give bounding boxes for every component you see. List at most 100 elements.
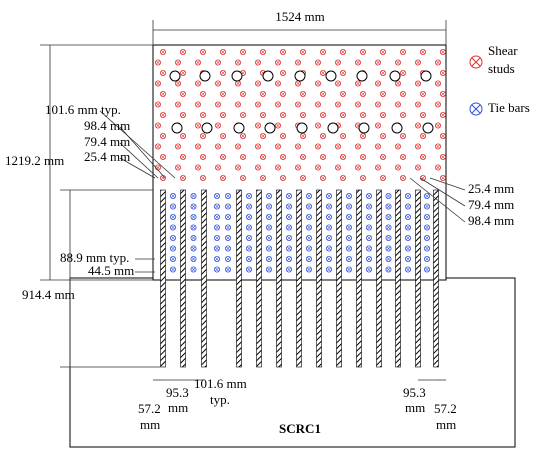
stud-cross (160, 133, 166, 139)
stud-cross (306, 256, 312, 262)
stud (194, 80, 201, 87)
dimension-label: 57.2 (138, 401, 161, 416)
stud (414, 80, 421, 87)
stud-cross (225, 225, 231, 230)
stud (434, 59, 441, 66)
stud (245, 224, 252, 231)
stud (365, 192, 372, 199)
stud (224, 245, 231, 252)
stud (219, 70, 226, 77)
stud (423, 245, 430, 252)
stud-cross (420, 112, 426, 118)
stud-cross (366, 235, 372, 241)
stud (345, 203, 352, 210)
stud-cross (440, 154, 446, 160)
stud-cross (355, 60, 361, 65)
stud-cross (275, 144, 281, 149)
stud-cross (366, 204, 372, 209)
stud (359, 91, 366, 98)
stud (399, 91, 406, 98)
stud (239, 153, 246, 160)
opening (391, 122, 403, 134)
stud (394, 143, 401, 150)
stud (285, 224, 292, 231)
stud (385, 192, 392, 199)
stud (219, 49, 226, 56)
stud-cross (170, 204, 176, 209)
stud (265, 234, 272, 241)
stud (159, 112, 166, 119)
dimension-label: 95.3 (403, 385, 426, 400)
stud-cross (340, 175, 346, 181)
tie-bar (433, 189, 439, 368)
stud (314, 122, 321, 129)
stud (359, 49, 366, 56)
stud-cross (424, 214, 430, 220)
dimension-label: 88.9 mm typ. (60, 250, 129, 265)
stud (385, 224, 392, 231)
stud (174, 143, 181, 150)
stud (239, 91, 246, 98)
stud-cross (400, 49, 406, 55)
stud-cross (240, 175, 246, 181)
stud-cross (260, 154, 266, 160)
stud (214, 143, 221, 150)
stud (385, 266, 392, 273)
stud-cross (180, 133, 186, 139)
stud (439, 153, 446, 160)
stud (265, 266, 272, 273)
stud-cross (320, 154, 326, 160)
stud (159, 153, 166, 160)
stud-cross (340, 70, 346, 76)
stud (245, 245, 252, 252)
stud (404, 255, 411, 262)
stud (414, 59, 421, 66)
stud-cross (200, 112, 206, 118)
stud (374, 80, 381, 87)
tie-bar (336, 189, 342, 368)
stud-cross (225, 214, 231, 220)
stud (179, 70, 186, 77)
stud (334, 164, 341, 171)
stud-cross (215, 60, 221, 65)
stud-cross (355, 102, 361, 107)
dimension-label: typ. (210, 392, 230, 407)
opening (171, 122, 183, 134)
stud (190, 192, 197, 199)
stud-cross (340, 91, 346, 97)
stud (234, 101, 241, 108)
stud (339, 91, 346, 98)
stud-cross (424, 267, 430, 272)
stud (299, 153, 306, 160)
stud (423, 266, 430, 273)
stud-cross (240, 133, 246, 139)
stud (305, 234, 312, 241)
stud (199, 132, 206, 139)
stud (159, 91, 166, 98)
stud (279, 174, 286, 181)
stud (159, 70, 166, 77)
stud-cross (380, 133, 386, 139)
stud (423, 213, 430, 220)
stud-cross (380, 70, 386, 76)
stud-cross (360, 133, 366, 139)
stud (154, 59, 161, 66)
stud (404, 213, 411, 220)
stud-cross (180, 70, 186, 76)
stud-cross (220, 175, 226, 181)
stud-cross (246, 214, 252, 220)
stud-cross (195, 165, 201, 170)
stud-cross (326, 256, 332, 262)
stud (305, 255, 312, 262)
stud-cross (220, 70, 226, 76)
stud-cross (295, 144, 301, 149)
stud-cross (360, 91, 366, 97)
tie-bar (256, 189, 262, 368)
stud (334, 101, 341, 108)
opening (201, 122, 213, 134)
stud (285, 213, 292, 220)
stud (404, 266, 411, 273)
stud-cross (366, 256, 372, 262)
stud (379, 91, 386, 98)
stud-cross (326, 235, 332, 241)
